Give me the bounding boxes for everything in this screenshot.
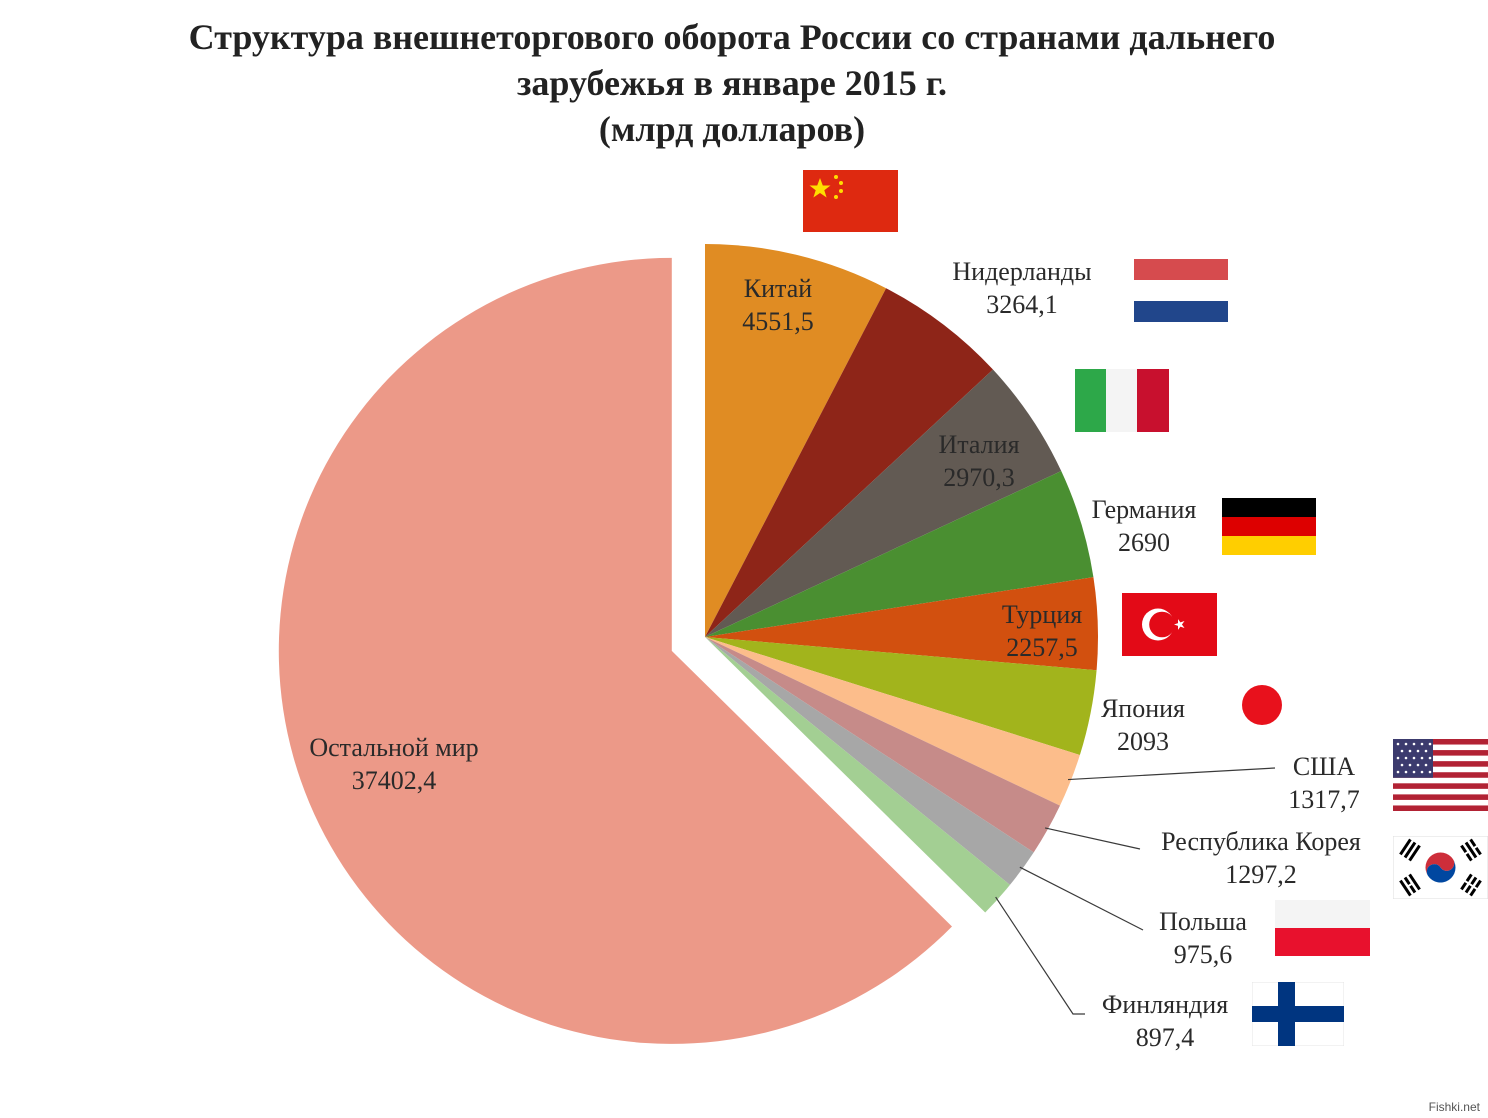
- label-italy-name: Италия: [938, 430, 1020, 459]
- pie-slice-3: [705, 369, 1062, 637]
- label-turkey: Турция 2257,5: [980, 598, 1104, 664]
- label-china-name: Китай: [743, 274, 813, 303]
- label-korea-name: Республика Корея: [1161, 827, 1361, 856]
- label-turkey-name: Турция: [1001, 600, 1083, 629]
- label-italy: Италия 2970,3: [914, 428, 1044, 494]
- watermark: Fishki.net: [1428, 1100, 1480, 1114]
- leader-line-8: [1044, 827, 1141, 850]
- label-japan-value: 2093: [1117, 727, 1169, 756]
- pie-slice-1: [705, 244, 887, 637]
- label-netherlands-value: 3264,1: [986, 290, 1058, 319]
- leader-line-10: [995, 896, 1085, 1015]
- label-usa-value: 1317,7: [1288, 785, 1360, 814]
- pie-slice-7: [705, 637, 1080, 806]
- china-flag: [803, 170, 898, 232]
- pie-slice-4: [705, 471, 1094, 637]
- label-poland-value: 975,6: [1173, 940, 1233, 969]
- label-usa: США 1317,7: [1272, 750, 1376, 816]
- label-germany-value: 2690: [1118, 528, 1170, 557]
- label-poland: Польша 975,6: [1145, 905, 1261, 971]
- turkey-flag: [1122, 593, 1217, 656]
- label-japan: Япония 2093: [1083, 692, 1203, 758]
- title-line-3: (млрд долларов): [598, 109, 866, 149]
- netherlands-flag: [1134, 259, 1228, 322]
- pie-slice-5: [705, 577, 1098, 671]
- pie-slice-8: [705, 637, 1060, 853]
- pie-slice-11: [278, 257, 953, 1044]
- label-china: Китай 4551,5: [715, 272, 841, 338]
- leader-line-9: [1019, 866, 1144, 931]
- finland-flag: [1252, 982, 1344, 1046]
- label-turkey-value: 2257,5: [1006, 633, 1078, 662]
- usa-flag: [1393, 739, 1488, 811]
- label-rest-of-world: Остальной мир 37402,4: [282, 731, 506, 797]
- label-germany-name: Германия: [1091, 495, 1197, 524]
- poland-flag: [1275, 900, 1370, 956]
- label-korea: Республика Корея 1297,2: [1144, 825, 1378, 891]
- pie-slice-10: [705, 637, 1010, 913]
- pie-slice-2: [705, 288, 993, 637]
- label-italy-value: 2970,3: [943, 463, 1015, 492]
- label-usa-name: США: [1292, 752, 1356, 781]
- pie-slice-9: [705, 637, 1034, 885]
- chart-title: Структура внешнеторгового оборота России…: [0, 14, 1464, 152]
- italy-flag: [1075, 369, 1169, 432]
- title-line-1: Структура внешнеторгового оборота России…: [188, 17, 1276, 57]
- germany-flag: [1222, 498, 1316, 555]
- korea-flag: [1393, 836, 1488, 899]
- label-japan-name: Япония: [1100, 694, 1186, 723]
- label-finland-value: 897,4: [1135, 1023, 1195, 1052]
- label-netherlands: Нидерланды 3264,1: [935, 255, 1109, 321]
- label-poland-name: Польша: [1159, 907, 1247, 936]
- label-rest-of-world-value: 37402,4: [351, 766, 437, 795]
- leader-line-7: [1067, 767, 1276, 781]
- label-germany: Германия 2690: [1076, 493, 1212, 559]
- label-netherlands-name: Нидерланды: [952, 257, 1092, 286]
- title-line-2: зарубежья в январе 2015 г.: [516, 63, 948, 103]
- label-rest-of-world-name: Остальной мир: [309, 733, 479, 762]
- pie-slice-6: [705, 637, 1097, 755]
- japan-flag: [1214, 674, 1310, 736]
- label-finland: Финляндия 897,4: [1083, 988, 1247, 1054]
- label-korea-value: 1297,2: [1225, 860, 1297, 889]
- label-china-value: 4551,5: [742, 307, 814, 336]
- label-finland-name: Финляндия: [1101, 990, 1229, 1019]
